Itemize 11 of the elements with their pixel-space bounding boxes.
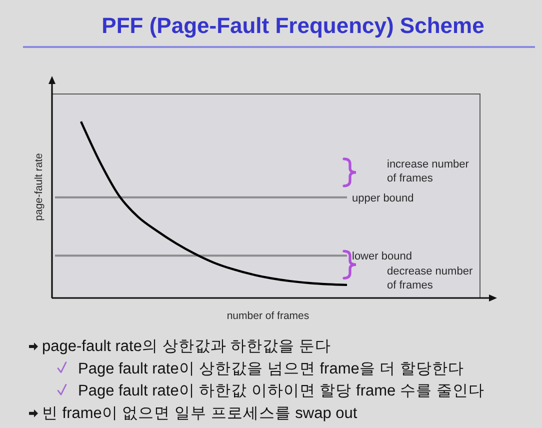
ylabel: page-fault rate xyxy=(33,153,45,221)
ref-label: upper bound xyxy=(352,192,414,204)
annotation: Page fault rate이 하한값 이하이면 할당 frame 수를 줄인다 xyxy=(78,382,484,400)
ref-label: lower bound xyxy=(352,250,412,263)
annotation: increase number of frames xyxy=(387,158,469,184)
annotation: 빈 frame이 없으면 일부 프로세스를 swap out xyxy=(42,404,358,422)
title: PFF (Page-Fault Frequency) Scheme xyxy=(102,13,484,38)
annotation: decrease number of frames xyxy=(387,266,473,292)
xlabel: number of frames xyxy=(226,310,310,322)
annotation: page-fault rate의 상한값과 하한값을 둔다 xyxy=(42,338,331,355)
annotation: Page fault rate이 상한값을 넘으면 frame을 더 할당한다 xyxy=(78,360,464,378)
